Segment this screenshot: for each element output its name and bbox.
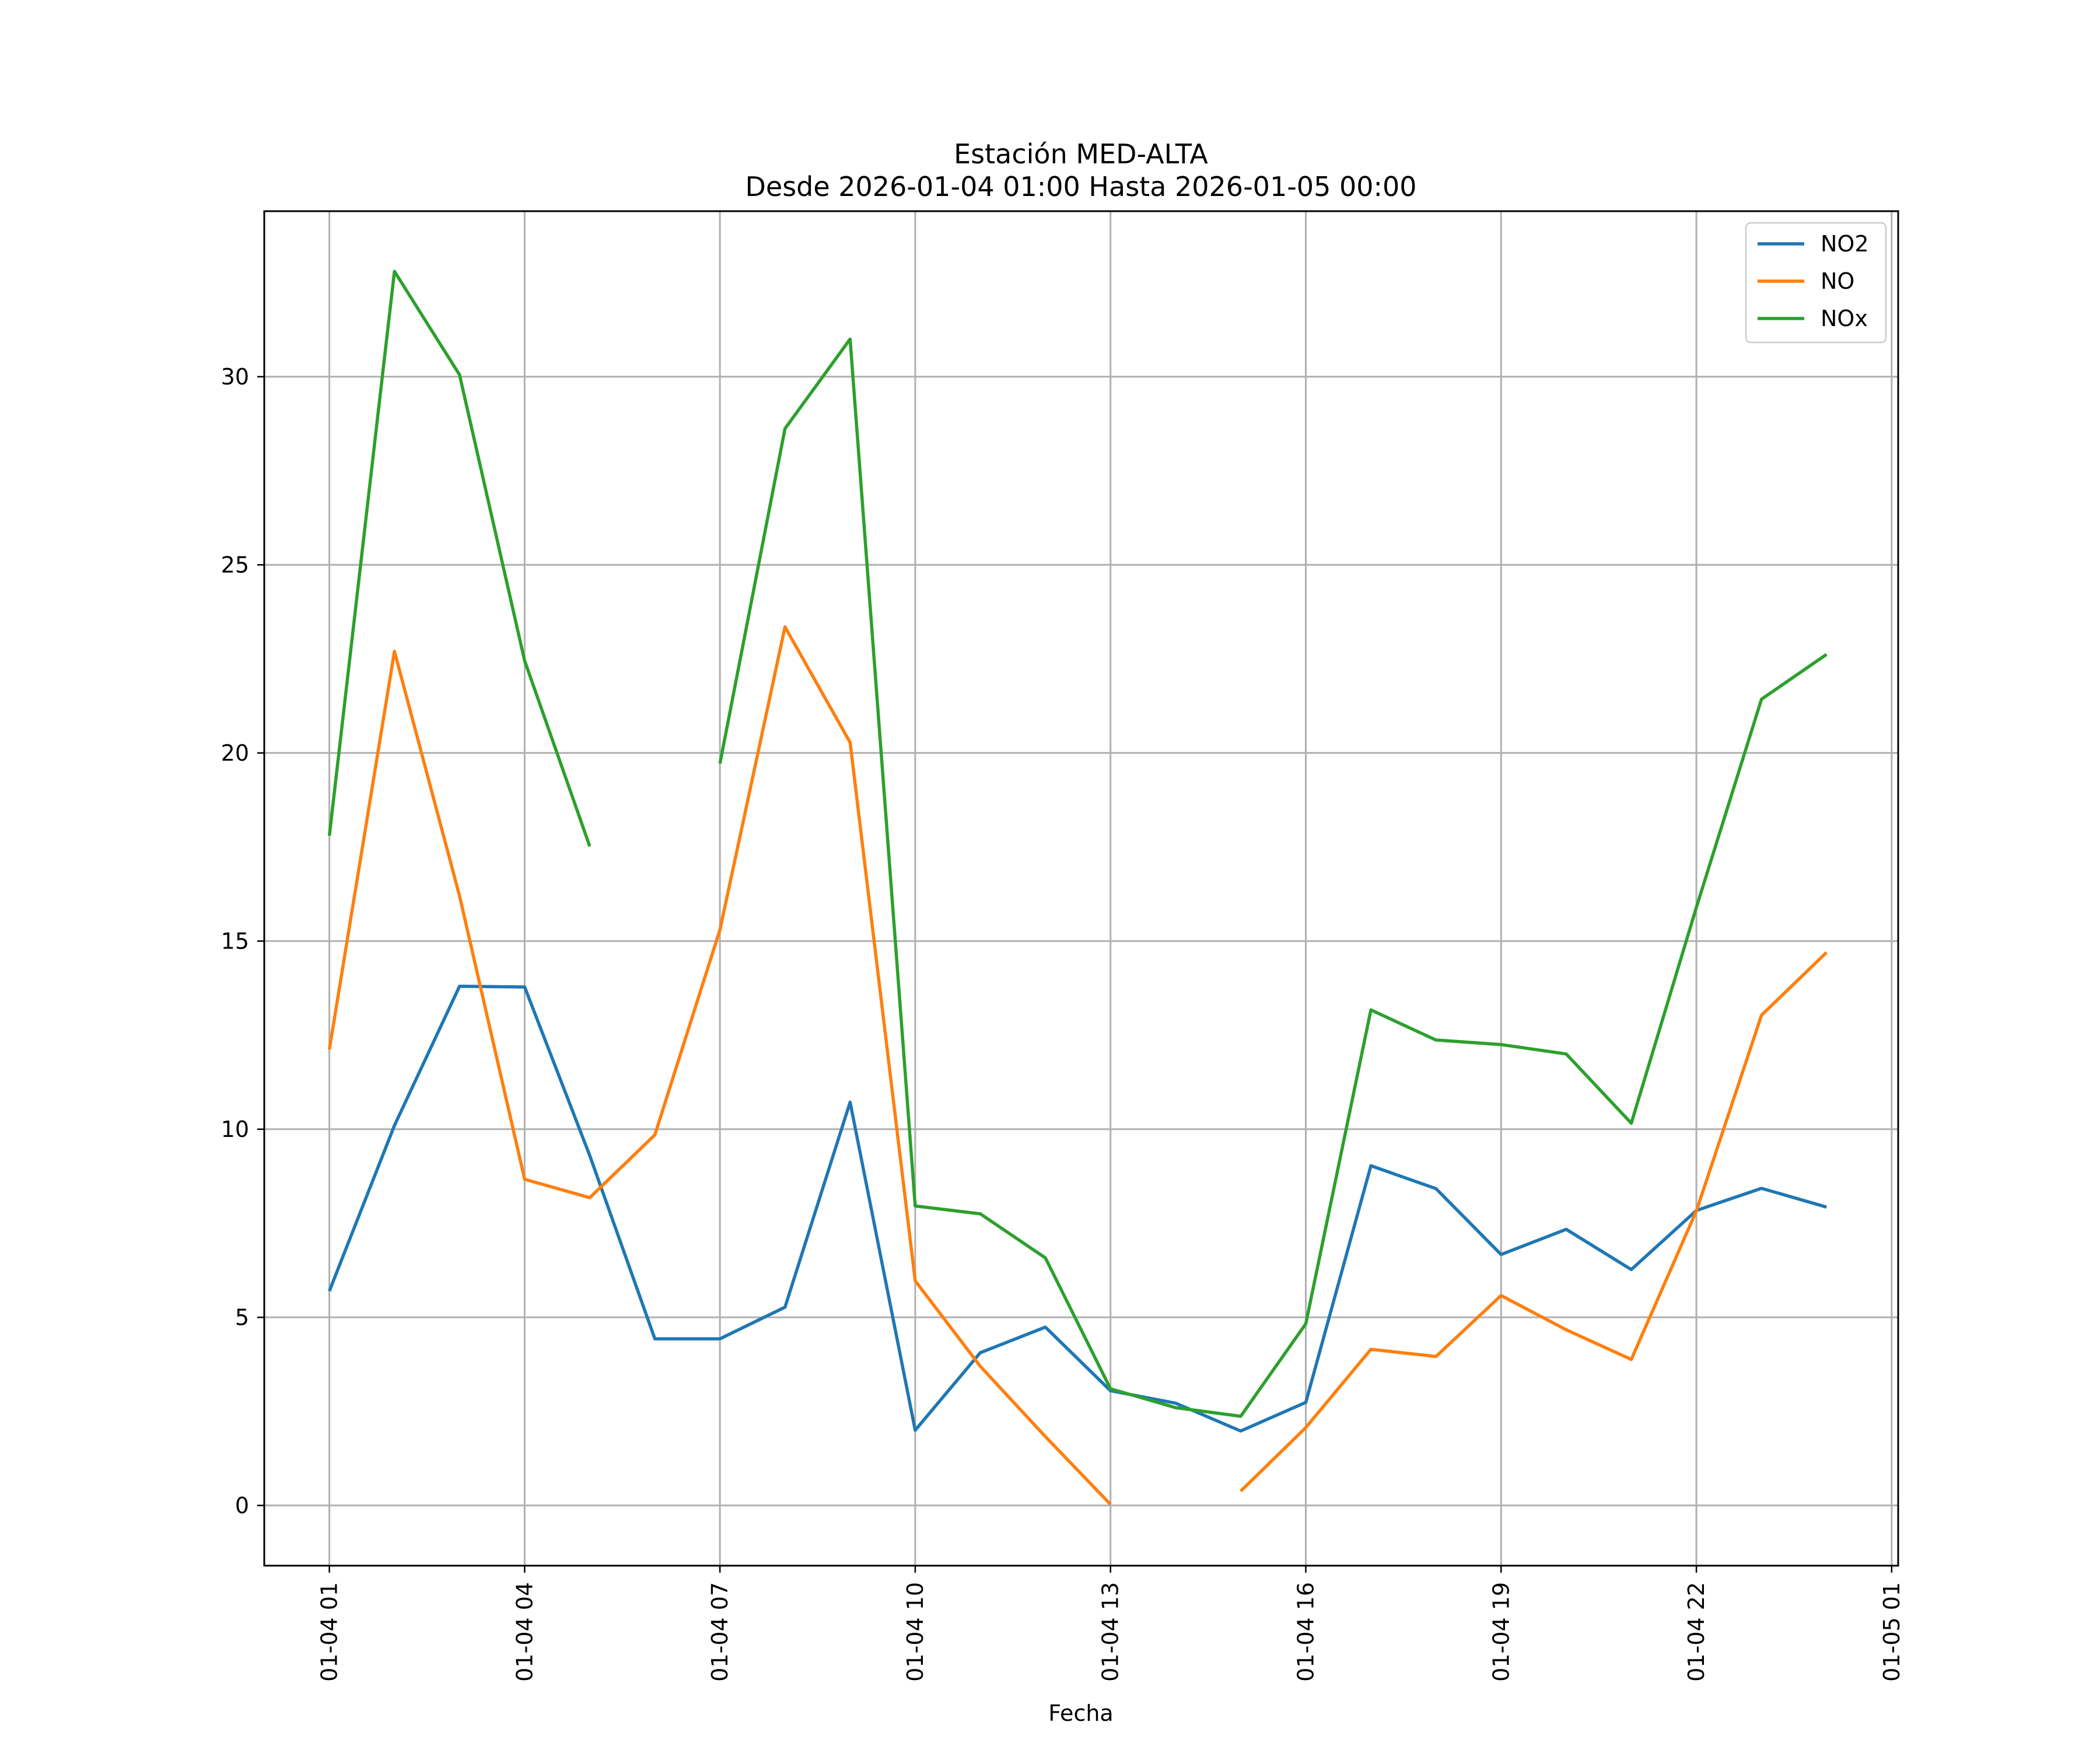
series-line-no2	[328, 984, 1827, 1433]
x-tick-label: 01-04 16	[1293, 1582, 1318, 1682]
x-tick-label: 01-04 19	[1488, 1582, 1514, 1682]
legend-label-no: NO	[1821, 268, 1854, 294]
x-tick-label: 01-04 04	[512, 1582, 537, 1682]
y-tick-label: 25	[221, 552, 249, 578]
y-tick-label: 5	[235, 1304, 249, 1330]
legend-label-nox: NOx	[1821, 306, 1868, 331]
y-tick-label: 30	[221, 364, 249, 390]
y-tick-label: 10	[221, 1116, 249, 1142]
x-tick-label: 01-04 22	[1684, 1582, 1709, 1682]
x-tick-label: 01-04 07	[707, 1582, 733, 1682]
x-axis-label: Fecha	[1048, 1700, 1113, 1726]
plot-frame	[263, 210, 1899, 1567]
x-tick-label: 01-05 01	[1879, 1582, 1905, 1682]
legend-label-no2: NO2	[1821, 231, 1869, 257]
y-tick-label: 0	[235, 1493, 249, 1518]
legend-frame	[1745, 222, 1887, 344]
x-tick-label: 01-04 01	[317, 1582, 342, 1682]
x-tick-label: 01-04 10	[902, 1582, 928, 1682]
legend: NO2 NO NOx	[1745, 222, 1887, 344]
y-tick-label: 15	[221, 928, 249, 954]
series-line-no	[327, 625, 1828, 1506]
y-tick-label: 20	[221, 740, 249, 766]
x-tick-label: 01-04 13	[1098, 1582, 1124, 1682]
series-lines	[327, 270, 1828, 1506]
series-line-nox	[327, 270, 1828, 1418]
axis-ticks: 0 5 10 15 20 25 30 01-04 01 01-04 04 01-04 07 01-0…	[221, 364, 1905, 1682]
chart-title: Estación MED-ALTA	[954, 138, 1208, 170]
chart-subtitle: Desde 2026-01-04 01:00 Hasta 2026-01-05 …	[745, 171, 1416, 202]
